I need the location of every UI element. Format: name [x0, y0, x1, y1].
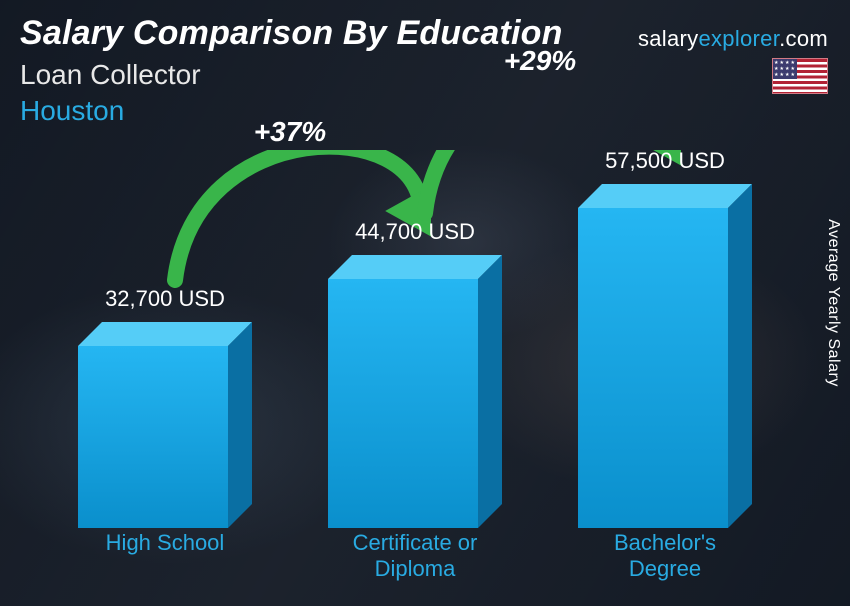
infographic-stage: Salary Comparison By Education Loan Coll… — [0, 0, 850, 606]
page-title: Salary Comparison By Education — [20, 14, 563, 53]
jump-arrow-label: +29% — [504, 45, 576, 77]
bar-side-face — [228, 322, 252, 528]
brand-logo: salaryexplorer.com — [638, 26, 828, 52]
bar-front — [578, 208, 728, 528]
brand-word-1: salary — [638, 26, 699, 51]
y-axis-label: Average Yearly Salary — [824, 219, 842, 387]
bar-value-label: 32,700 USD — [105, 286, 225, 312]
bar-side-face — [478, 255, 502, 528]
bar-3d: 32,700 USD — [78, 322, 252, 528]
flag-icon — [772, 58, 828, 94]
bar-col: 32,700 USD — [40, 150, 290, 528]
bar-3d: 44,700 USD — [328, 255, 502, 528]
x-labels: High SchoolCertificate orDiplomaBachelor… — [40, 530, 790, 586]
bar-top-face — [78, 322, 252, 346]
bar-front — [328, 279, 478, 528]
bar-3d: 57,500 USD — [578, 184, 752, 528]
bar-front — [78, 346, 228, 528]
x-axis-label: Certificate orDiploma — [290, 530, 540, 586]
title-block: Salary Comparison By Education Loan Coll… — [20, 14, 563, 127]
brand-tld: .com — [779, 26, 828, 51]
page-subtitle: Loan Collector — [20, 59, 563, 91]
bar-col: 57,500 USD — [540, 150, 790, 528]
brand-word-2: explorer — [698, 26, 779, 51]
bar-top-face — [578, 184, 752, 208]
bar-chart: 32,700 USD 44,700 USD 57,500 USD High Scho… — [40, 150, 790, 586]
jump-arrow-label: +37% — [254, 116, 326, 148]
bar-value-label: 57,500 USD — [605, 148, 725, 174]
x-axis-label: Bachelor'sDegree — [540, 530, 790, 586]
bar-top-face — [328, 255, 502, 279]
bar-side-face — [728, 184, 752, 528]
bars-container: 32,700 USD 44,700 USD 57,500 USD — [40, 150, 790, 528]
bar-col: 44,700 USD — [290, 150, 540, 528]
bar-value-label: 44,700 USD — [355, 219, 475, 245]
x-axis-label: High School — [40, 530, 290, 586]
